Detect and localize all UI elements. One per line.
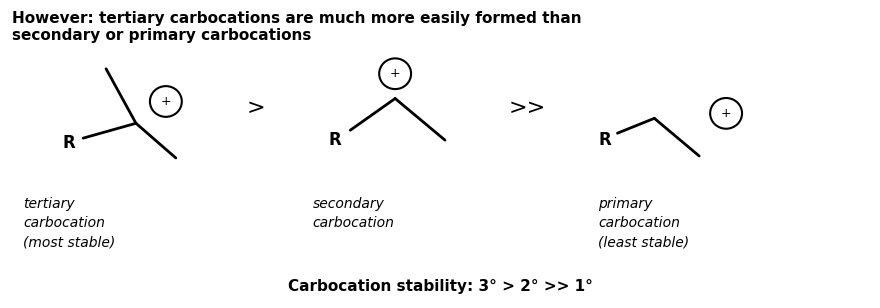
Text: +: + bbox=[160, 95, 172, 108]
Text: R: R bbox=[598, 131, 611, 149]
Text: +: + bbox=[390, 67, 400, 80]
Text: secondary
carbocation: secondary carbocation bbox=[312, 197, 394, 230]
Text: +: + bbox=[721, 107, 731, 120]
Text: R: R bbox=[62, 134, 76, 152]
Text: >>: >> bbox=[510, 98, 546, 118]
Text: R: R bbox=[329, 131, 341, 149]
Text: Carbocation stability: 3° > 2° >> 1°: Carbocation stability: 3° > 2° >> 1° bbox=[288, 279, 592, 294]
Text: However: tertiary carbocations are much more easily formed than
secondary or pri: However: tertiary carbocations are much … bbox=[12, 10, 582, 43]
Text: >: > bbox=[246, 98, 265, 118]
Text: tertiary
carbocation
(most stable): tertiary carbocation (most stable) bbox=[23, 197, 115, 250]
Text: primary
carbocation
(least stable): primary carbocation (least stable) bbox=[598, 197, 689, 250]
